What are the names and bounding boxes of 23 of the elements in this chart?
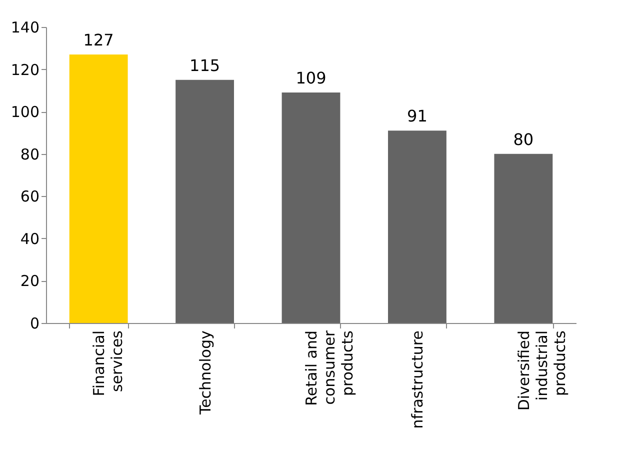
data-label: 80 — [513, 130, 534, 149]
y-tick-label: 0 — [30, 314, 40, 332]
x-tick-label: Technology — [196, 330, 214, 416]
data-label: 109 — [296, 68, 326, 88]
x-tick-label: Retail and consumer products — [302, 330, 356, 406]
data-label: 91 — [407, 106, 428, 126]
bar — [176, 80, 234, 323]
y-tick-label: 60 — [20, 188, 40, 206]
y-tick-label: 120 — [10, 60, 40, 79]
y-tick-label: 20 — [20, 272, 40, 290]
y-tick-label: 140 — [10, 18, 40, 36]
y-tick-label: 40 — [20, 230, 40, 248]
bar — [494, 154, 553, 323]
y-tick-label: 100 — [10, 103, 40, 122]
data-label: 127 — [83, 30, 114, 50]
data-label: 115 — [190, 56, 220, 75]
x-tick-label: nfrastructure — [408, 330, 427, 429]
y-tick-label: 80 — [20, 145, 40, 164]
bar — [388, 130, 446, 323]
bar — [282, 92, 340, 323]
x-tick-label: Diversified industrial products — [514, 330, 569, 411]
bar — [69, 54, 128, 323]
x-tick-label: Financial services — [90, 330, 126, 396]
